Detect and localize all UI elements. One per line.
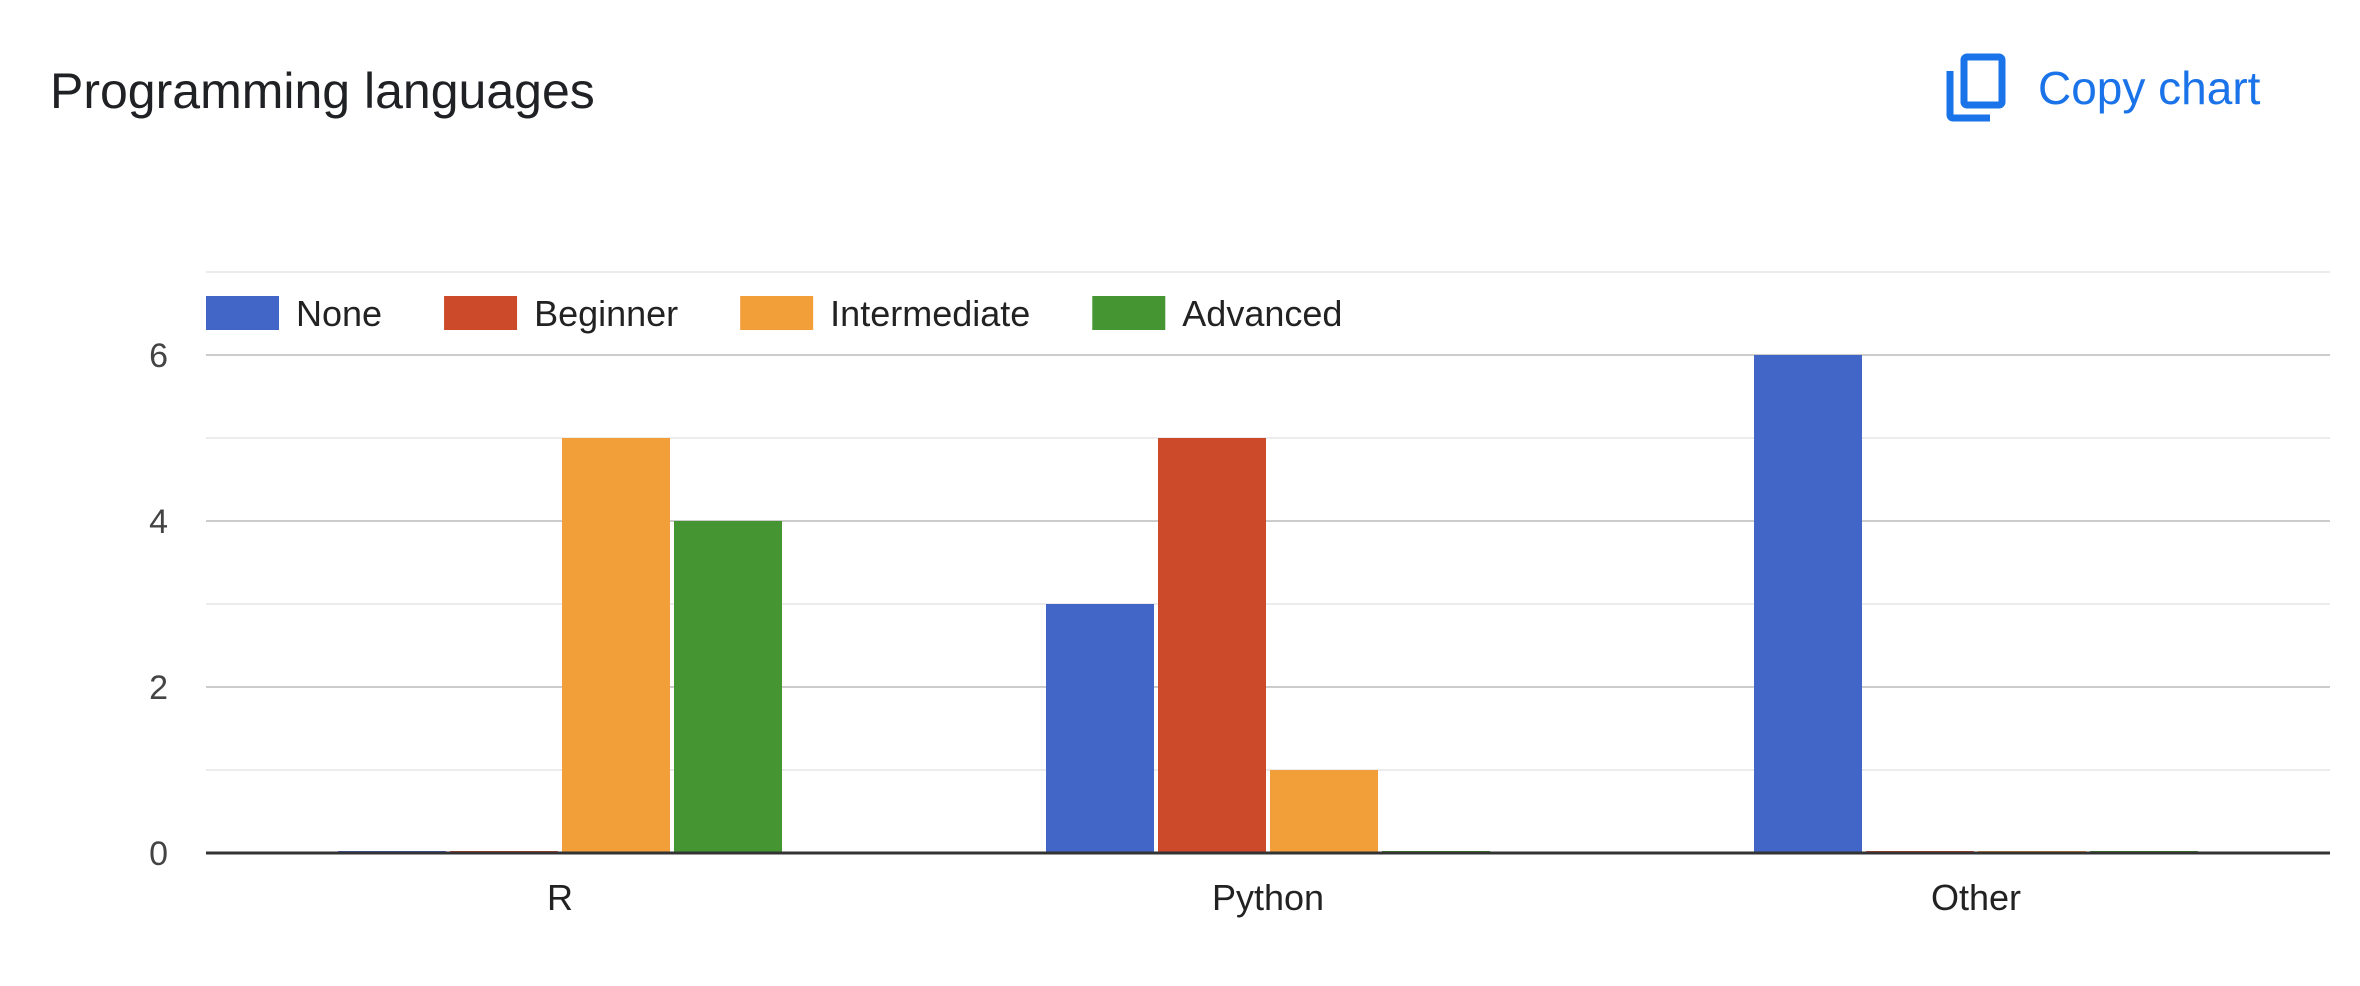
legend-label-none: None: [296, 293, 382, 334]
x-category-label: Python: [1212, 877, 1324, 918]
bar-none: [1046, 604, 1154, 853]
y-tick-label: 4: [149, 503, 168, 541]
bar-intermediate: [1270, 770, 1378, 853]
legend-label-beginner: Beginner: [534, 293, 678, 334]
bar-advanced: [674, 521, 782, 853]
x-category-label: Other: [1931, 877, 2021, 918]
copy-chart-label: Copy chart: [2038, 62, 2261, 114]
legend-swatch-intermediate: [740, 296, 814, 330]
bar-none: [1754, 355, 1862, 853]
legend-swatch-beginner: [444, 296, 518, 330]
legend-label-advanced: Advanced: [1182, 293, 1342, 334]
copy-chart-button[interactable]: Copy chart: [1944, 50, 2260, 126]
bar-beginner: [1158, 438, 1266, 853]
chart-title: Programming languages: [50, 63, 595, 119]
legend-swatch-none: [206, 296, 279, 330]
legend-swatch-advanced: [1092, 296, 1166, 330]
chart-header: Programming languages Copy chart: [0, 0, 2360, 190]
x-category-label: R: [547, 877, 573, 918]
y-tick-label: 0: [149, 835, 168, 873]
bar-intermediate: [562, 438, 670, 853]
y-tick-label: 2: [149, 669, 168, 707]
legend-label-intermediate: Intermediate: [830, 293, 1030, 334]
y-tick-label: 6: [149, 337, 168, 375]
copy-icon: [1946, 53, 2006, 122]
